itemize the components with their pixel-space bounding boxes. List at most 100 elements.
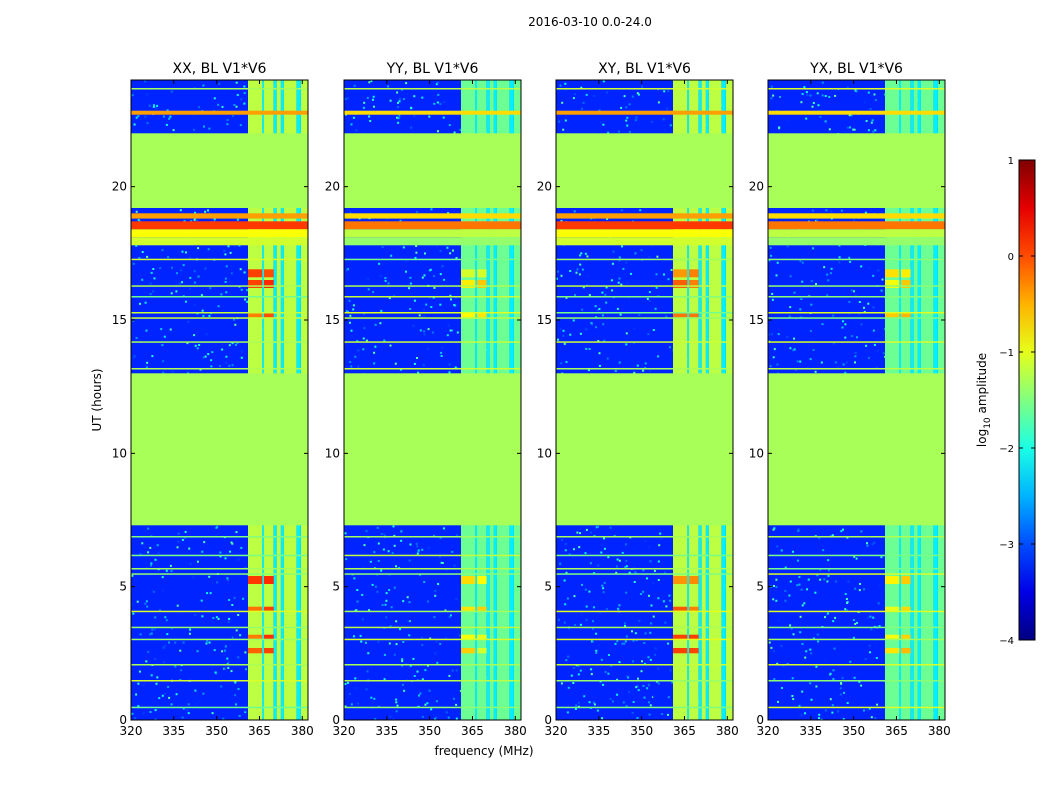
noise-pixel (860, 265, 863, 268)
noise-pixel (786, 123, 789, 126)
noise-pixel (197, 247, 200, 250)
noise-pixel (789, 275, 792, 278)
noise-pixel (177, 532, 180, 535)
noise-pixel (393, 586, 396, 589)
noise-pixel (622, 267, 625, 270)
noise-pixel (607, 556, 610, 559)
noise-pixel (408, 634, 411, 637)
noise-pixel (593, 572, 596, 574)
panel-title: XX, BL V1*V6 (173, 61, 267, 77)
noise-pixel (427, 328, 430, 331)
hot-spot (885, 648, 900, 654)
noise-pixel (671, 681, 674, 684)
noise-pixel (219, 555, 222, 558)
strong-row (131, 221, 308, 230)
noise-pixel (135, 693, 138, 696)
x-tick-label: 350 (418, 724, 441, 738)
noise-pixel (655, 273, 658, 276)
hot-spot (461, 634, 476, 640)
noise-pixel (237, 558, 240, 561)
noise-pixel (455, 669, 458, 672)
noise-pixel (814, 370, 817, 373)
noise-pixel (168, 696, 171, 699)
noise-pixel (369, 120, 372, 122)
colorbar-gradient (1018, 159, 1036, 641)
noise-pixel (794, 368, 797, 371)
noise-pixel (228, 344, 231, 347)
noise-pixel (348, 299, 351, 302)
noise-pixel (788, 315, 791, 318)
noise-pixel (635, 116, 638, 119)
noise-pixel (575, 271, 578, 274)
noise-pixel (821, 81, 824, 84)
noise-pixel (384, 603, 387, 606)
noise-pixel (131, 712, 134, 715)
noise-pixel (641, 660, 643, 663)
noise-pixel (784, 566, 787, 569)
noise-pixel (459, 713, 462, 716)
noise-pixel (194, 614, 197, 616)
noise-pixel (578, 273, 581, 276)
noise-pixel (153, 628, 156, 631)
noise-pixel (870, 628, 873, 631)
noise-pixel (636, 717, 639, 719)
rfi-row (768, 626, 945, 629)
noise-pixel (845, 361, 848, 364)
noise-pixel (167, 686, 170, 688)
noise-pixel (557, 270, 559, 273)
noise-pixel (201, 550, 204, 553)
noise-pixel (651, 120, 653, 123)
noise-pixel (142, 683, 145, 686)
noise-pixel (187, 712, 190, 715)
noise-pixel (860, 530, 863, 533)
noise-pixel (419, 692, 422, 695)
noise-pixel (622, 701, 625, 704)
noise-pixel (213, 649, 216, 652)
noise-pixel (437, 583, 440, 585)
noise-pixel (362, 337, 365, 340)
noise-pixel (368, 81, 371, 84)
noise-pixel (200, 294, 203, 297)
noise-pixel (217, 305, 220, 308)
noise-pixel (662, 118, 665, 121)
noise-pixel (563, 579, 566, 582)
noise-pixel (837, 710, 840, 713)
noise-pixel (161, 590, 164, 593)
noise-pixel (193, 281, 196, 284)
noise-pixel (148, 104, 151, 107)
noise-pixel (224, 645, 227, 648)
noise-pixel (667, 278, 670, 281)
noise-pixel (817, 109, 820, 112)
noise-pixel (458, 128, 460, 131)
hot-spot (248, 269, 263, 278)
noise-pixel (194, 211, 196, 214)
noise-pixel (612, 250, 615, 253)
hot-spot (885, 606, 900, 611)
noise-pixel (866, 709, 869, 712)
noise-pixel (372, 291, 375, 294)
noise-pixel (137, 682, 140, 685)
noise-pixel (222, 717, 225, 720)
noise-pixel (232, 115, 235, 117)
y-tick-label: 20 (325, 180, 340, 194)
noise-pixel (366, 96, 369, 99)
noise-pixel (618, 277, 621, 280)
noise-pixel (405, 82, 408, 85)
noise-pixel (417, 550, 420, 553)
noise-pixel (577, 664, 580, 667)
flagged-region (768, 133, 945, 208)
noise-pixel (421, 636, 423, 639)
noise-pixel (812, 637, 815, 640)
noise-pixel (606, 357, 609, 360)
noise-pixel (372, 98, 374, 101)
noise-pixel (396, 91, 399, 94)
noise-pixel (846, 702, 849, 704)
noise-pixel (435, 83, 438, 86)
rfi-row (131, 312, 308, 314)
noise-pixel (424, 703, 427, 706)
noise-pixel (394, 362, 397, 365)
noise-pixel (442, 527, 445, 530)
noise-pixel (224, 81, 227, 84)
noise-pixel (602, 80, 605, 83)
flagged-region (344, 373, 521, 526)
